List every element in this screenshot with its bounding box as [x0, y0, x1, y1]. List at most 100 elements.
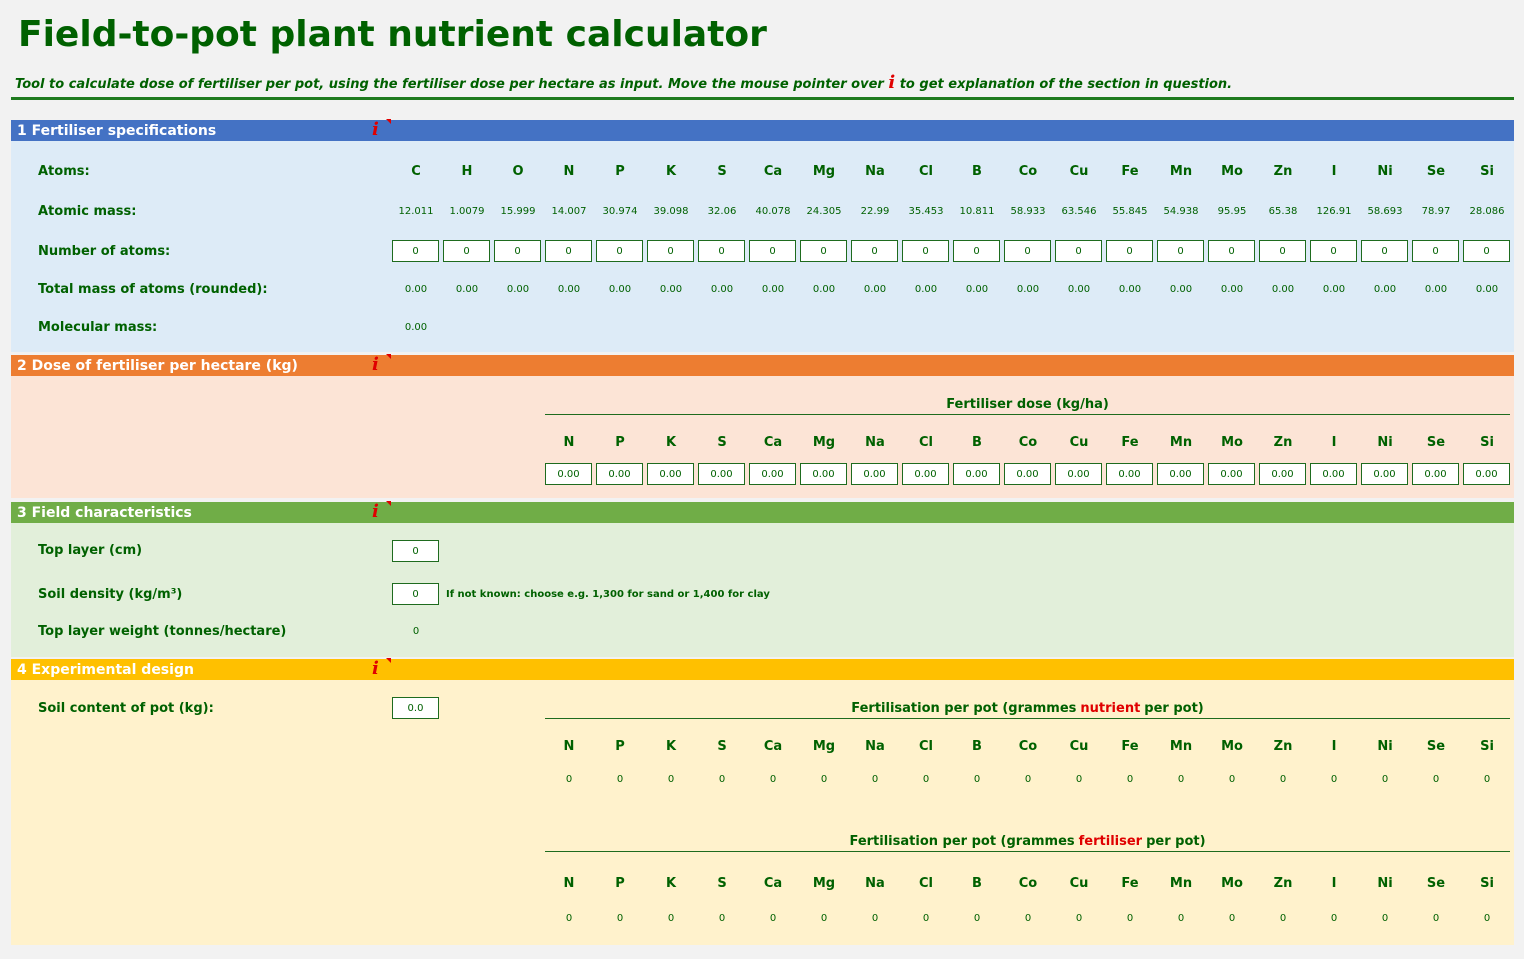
column-header: Mn [1169, 163, 1193, 179]
input-cell[interactable]: 0 [1055, 240, 1102, 262]
input-cell[interactable]: 0.00 [1055, 463, 1102, 485]
column-header: Mo [1221, 434, 1243, 450]
column-header: Cu [1069, 875, 1089, 891]
value-cell: 30.974 [602, 205, 638, 217]
column-header: Cu [1069, 434, 1089, 450]
input-cell[interactable]: 0.00 [596, 463, 643, 485]
title-rule [11, 97, 1514, 100]
value-cell: 0 [1330, 912, 1338, 924]
input-cell[interactable]: 0.0 [392, 697, 439, 719]
value-cell: 12.011 [398, 205, 434, 217]
value-cell: 0 [1279, 773, 1287, 785]
input-cell[interactable]: 0 [1259, 240, 1306, 262]
value-cell: 0.00 [557, 283, 581, 295]
value-cell: 0 [1483, 912, 1491, 924]
column-header: K [665, 738, 677, 754]
column-header: I [1331, 163, 1337, 179]
input-cell[interactable]: 0.00 [1106, 463, 1153, 485]
value-cell: 0 [1126, 773, 1134, 785]
input-cell[interactable]: 0.00 [1157, 463, 1204, 485]
column-header: Ni [1377, 434, 1393, 450]
input-cell[interactable]: 0 [1412, 240, 1459, 262]
value-cell: 0 [973, 773, 981, 785]
column-header: I [1331, 738, 1337, 754]
input-cell[interactable]: 0.00 [1004, 463, 1051, 485]
column-header: Mg [812, 738, 836, 754]
column-header: B [972, 738, 982, 754]
input-cell[interactable]: 0 [698, 240, 745, 262]
input-cell[interactable]: 0 [953, 240, 1000, 262]
input-cell[interactable]: 0.00 [1208, 463, 1255, 485]
input-cell[interactable]: 0.00 [698, 463, 745, 485]
column-header: K [665, 163, 677, 179]
column-header: I [1331, 875, 1337, 891]
column-header: Cl [919, 738, 933, 754]
input-cell[interactable]: 0 [749, 240, 796, 262]
input-cell[interactable]: 0 [1157, 240, 1204, 262]
value-cell: 10.811 [959, 205, 995, 217]
column-header: Mg [812, 875, 836, 891]
input-cell[interactable]: 0.00 [749, 463, 796, 485]
input-cell[interactable]: 0.00 [851, 463, 898, 485]
column-header: N [563, 738, 575, 754]
value-cell: 22.99 [860, 205, 890, 217]
input-cell[interactable]: 0.00 [953, 463, 1000, 485]
input-cell[interactable]: 0 [392, 240, 439, 262]
input-cell[interactable]: 0 [851, 240, 898, 262]
input-cell[interactable]: 0.00 [1259, 463, 1306, 485]
column-header: Si [1480, 163, 1494, 179]
value-cell: 58.933 [1010, 205, 1046, 217]
value-cell: 15.999 [500, 205, 536, 217]
input-cell[interactable]: 0 [1208, 240, 1255, 262]
input-cell[interactable]: 0 [1004, 240, 1051, 262]
column-header: S [717, 434, 727, 450]
value-cell: 63.546 [1061, 205, 1097, 217]
input-cell[interactable]: 0 [1310, 240, 1357, 262]
value-cell: 28.086 [1469, 205, 1505, 217]
title-text: Fertilisation per pot (grammes [849, 833, 1075, 849]
value-cell: 0 [1075, 773, 1083, 785]
input-cell[interactable]: 0 [1463, 240, 1510, 262]
input-cell[interactable]: 0 [647, 240, 694, 262]
column-header: Co [1018, 875, 1038, 891]
column-header: Fe [1121, 738, 1139, 754]
column-header: Si [1480, 738, 1494, 754]
column-header: P [615, 434, 625, 450]
input-cell[interactable]: 0 [1361, 240, 1408, 262]
input-cell[interactable]: 0.00 [902, 463, 949, 485]
value-cell: 0.00 [812, 283, 836, 295]
input-cell[interactable]: 0 [494, 240, 541, 262]
column-header: Se [1426, 434, 1446, 450]
input-cell[interactable]: 0 [1106, 240, 1153, 262]
column-header: B [972, 875, 982, 891]
input-cell[interactable]: 0.00 [545, 463, 592, 485]
column-header: Zn [1273, 434, 1293, 450]
input-cell[interactable]: 0.00 [1412, 463, 1459, 485]
column-header: Na [865, 163, 885, 179]
input-cell[interactable]: 0.00 [1463, 463, 1510, 485]
input-cell[interactable]: 0 [392, 583, 439, 605]
input-cell[interactable]: 0.00 [800, 463, 847, 485]
value-cell: 0 [412, 625, 420, 637]
input-cell[interactable]: 0 [443, 240, 490, 262]
input-cell[interactable]: 0 [596, 240, 643, 262]
input-cell[interactable]: 0 [902, 240, 949, 262]
table-title: Fertilisation per pot (grammes fertiliser… [545, 831, 1510, 851]
subtitle: Tool to calculate dose of fertiliser per… [15, 72, 1232, 93]
value-cell: 0 [871, 773, 879, 785]
column-header: Ca [763, 875, 783, 891]
column-header: Fe [1121, 875, 1139, 891]
column-header: Zn [1273, 875, 1293, 891]
input-cell[interactable]: 0 [800, 240, 847, 262]
value-cell: 0.00 [1271, 283, 1295, 295]
column-header: Se [1426, 875, 1446, 891]
comment-marker [386, 354, 391, 359]
value-cell: 0 [1024, 773, 1032, 785]
input-cell[interactable]: 0.00 [647, 463, 694, 485]
input-cell[interactable]: 0 [545, 240, 592, 262]
input-cell[interactable]: 0.00 [1310, 463, 1357, 485]
value-cell: 0 [1432, 912, 1440, 924]
input-cell[interactable]: 0 [392, 540, 439, 562]
input-cell[interactable]: 0.00 [1361, 463, 1408, 485]
